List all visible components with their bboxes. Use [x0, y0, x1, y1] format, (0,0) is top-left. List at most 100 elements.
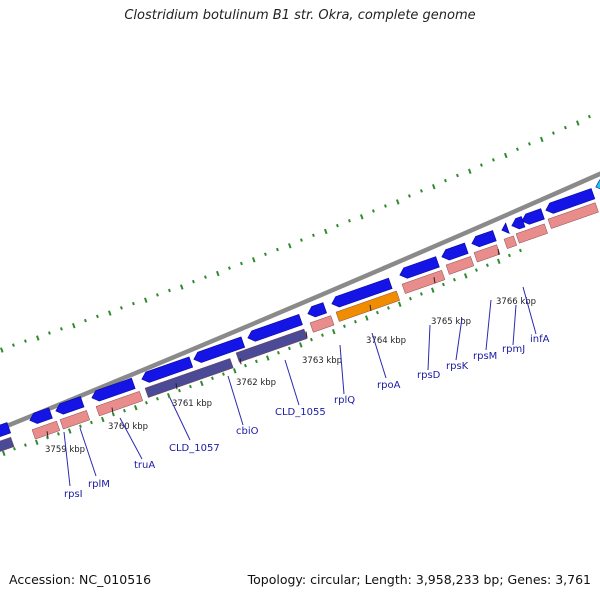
forward-cds [193, 336, 246, 363]
gene-label-rplQ[interactable]: rplQ [334, 395, 355, 406]
reverse-cds-block [503, 235, 517, 249]
gene-label-cbiO[interactable]: cbiO [236, 426, 259, 437]
kbp-tick [497, 248, 500, 255]
gc-tick [155, 397, 159, 401]
gc-tick [108, 310, 112, 316]
gc-tick [354, 319, 357, 324]
forward-cds-arrow [307, 302, 328, 318]
forward-cds-arrow [0, 422, 12, 438]
gene-label-infA[interactable]: infA [530, 334, 550, 345]
gc-tick [188, 384, 192, 389]
reverse-cds [515, 223, 548, 244]
gene-label-rpoA[interactable]: rpoA [377, 380, 401, 391]
gc-tick [348, 219, 351, 223]
forward-cds [595, 178, 600, 191]
gene-label-CLD_1057[interactable]: CLD_1057 [169, 443, 220, 454]
gc-tick [310, 337, 313, 342]
gc-tick [111, 412, 115, 417]
reverse-cds-block [0, 436, 15, 455]
gc-tick [321, 333, 324, 337]
gene-label-CLD_1055[interactable]: CLD_1055 [275, 407, 326, 418]
gc-tick [444, 178, 447, 183]
gc-tick [420, 292, 423, 296]
gc-tick [96, 314, 99, 319]
kbp-tick [111, 407, 114, 414]
forward-cds-arrow [29, 407, 53, 424]
forward-cds-arrow [441, 242, 469, 261]
reverse-cds-block [144, 358, 234, 398]
scale-label-3764: 3764 kbp [366, 336, 406, 346]
forward-cds-arrow [193, 336, 246, 363]
reverse-cds [144, 358, 234, 398]
gc-tick [420, 189, 423, 193]
gc-tick [376, 310, 379, 315]
gc-tick [507, 253, 511, 258]
gene-label-rplM[interactable]: rplM [88, 479, 110, 490]
reverse-cds [59, 410, 90, 430]
gc-tick [144, 401, 148, 405]
forward-cds [141, 356, 194, 383]
forward-cds [29, 407, 53, 424]
gc-tick [300, 238, 303, 242]
reverse-cds-block [31, 420, 61, 440]
gc-tick [68, 428, 72, 434]
gc-tick [497, 258, 501, 264]
gene-label-rpsD[interactable]: rpsD [417, 370, 441, 381]
accession-text: Accession: NC_010516 [9, 572, 152, 587]
gc-tick [431, 184, 436, 190]
gc-tick [331, 328, 336, 335]
gc-tick [518, 248, 522, 253]
gene-label-truA[interactable]: truA [134, 460, 155, 471]
gc-tick [132, 301, 135, 306]
gc-tick [324, 228, 328, 235]
gc-tick [120, 306, 123, 310]
kbp-tick [175, 383, 178, 390]
reverse-cds [473, 244, 501, 263]
gc-tick [491, 158, 495, 162]
gc-tick [384, 204, 387, 208]
scale-label-3765: 3765 kbp [431, 317, 471, 327]
gc-tick [409, 296, 412, 301]
gc-tick [210, 376, 214, 381]
gc-tick [222, 372, 225, 376]
gene-label-rpsM[interactable]: rpsM [473, 351, 497, 362]
gc-tick [134, 405, 138, 411]
forward-cds-arrow [399, 256, 440, 279]
gc-tick [276, 247, 279, 252]
gc-tick [288, 346, 291, 351]
gc-tick [288, 243, 292, 249]
forward-cds [331, 277, 393, 308]
scale-label-3759: 3759 kbp [45, 445, 85, 455]
forward-cds [0, 422, 12, 438]
gc-tick [408, 194, 411, 198]
reverse-cds-block [309, 315, 335, 333]
reverse-cds-block [59, 410, 90, 430]
gc-tick [464, 273, 468, 279]
gc-tick [475, 268, 478, 272]
gc-tick [156, 293, 159, 297]
gene-label-rpmJ[interactable]: rpmJ [502, 344, 525, 355]
forward-strand-track [0, 178, 600, 438]
reverse-cds [0, 436, 15, 455]
reverse-cds [547, 202, 599, 229]
scale-ticks [46, 248, 500, 438]
gene-label-rpsK[interactable]: rpsK [446, 361, 469, 372]
reverse-cds-block [473, 244, 501, 263]
reverse-cds-block [445, 256, 475, 275]
gc-tick [312, 233, 315, 238]
gc-tick [122, 408, 126, 413]
forward-cds [511, 216, 526, 230]
gc-tick [398, 301, 402, 307]
gc-tick [336, 223, 339, 228]
gc-tick [79, 424, 82, 429]
gc-tick [254, 359, 258, 364]
gc-tick [453, 277, 456, 282]
forward-cds [91, 377, 136, 402]
gc-tick [264, 252, 267, 256]
kbp-tick [305, 331, 308, 338]
forward-cds [441, 242, 469, 261]
gc-tick [60, 327, 63, 331]
gc-tick [504, 152, 508, 159]
gene-label-rpsI[interactable]: rpsI [64, 489, 83, 500]
